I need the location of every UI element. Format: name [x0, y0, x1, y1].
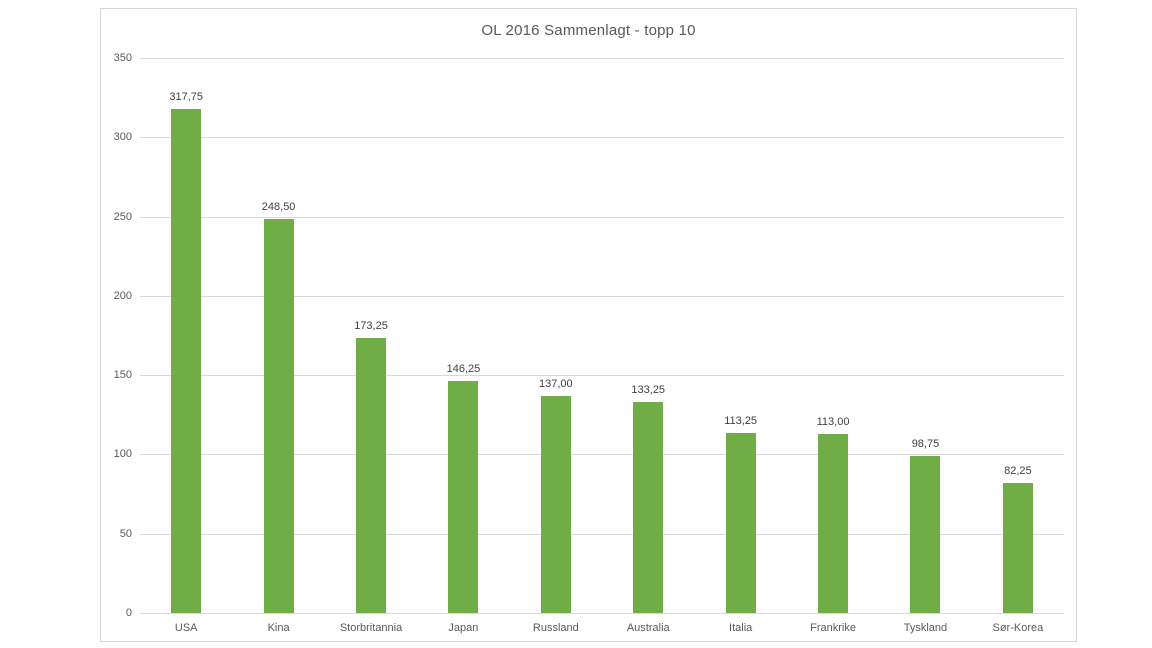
gridline	[140, 137, 1064, 139]
bar-slot: 82,25	[972, 58, 1064, 613]
y-axis-tick-label: 150	[113, 369, 132, 382]
y-axis-tick-label: 300	[113, 131, 132, 144]
y-axis-tick-label: 0	[125, 607, 132, 619]
bar-value-label: 137,00	[539, 377, 573, 390]
gridline	[140, 533, 1064, 535]
plot-area: 0 50 100 150 200 250 300 350 317,75 248,50 173,25 1…	[114, 52, 1064, 634]
bar-value-label: 248,50	[261, 200, 296, 213]
x-axis-category-label: Sør-Korea	[992, 622, 1044, 634]
bar-value-label: 113,00	[816, 415, 850, 428]
bar	[1002, 482, 1033, 613]
bar	[540, 395, 571, 613]
gridline	[140, 454, 1064, 456]
bar-slot: 317,75	[140, 58, 232, 613]
x-axis-category-label: Tyskland	[903, 622, 948, 634]
x-axis-labels: USA Kina Storbritannia Japan Russland Austral…	[140, 622, 1064, 634]
bar-slot: 248,50	[232, 58, 324, 613]
bar	[171, 109, 202, 613]
bar-value-label: 146,25	[446, 363, 481, 376]
bar	[725, 433, 756, 613]
bar-slot: 98,75	[879, 58, 971, 613]
x-axis-category-label: USA	[174, 622, 198, 634]
bar-value-label: 317,75	[169, 91, 204, 104]
x-axis-category-label: Italia	[729, 622, 753, 634]
bar-slot: 113,00	[787, 58, 879, 613]
bar	[448, 381, 479, 613]
bar	[356, 338, 387, 613]
bar-value-label: 173,25	[354, 320, 388, 333]
x-axis-category-label: Frankrike	[810, 622, 856, 634]
bar-slot: 173,25	[325, 58, 417, 613]
gridline	[140, 375, 1064, 377]
x-axis-category-label: Russland	[532, 622, 579, 634]
y-axis-tick-label: 250	[113, 210, 132, 223]
bar-slot: 133,25	[602, 58, 694, 613]
gridline	[140, 613, 1064, 614]
bar-value-label: 98,75	[911, 438, 940, 451]
y-axis-tick-label: 200	[113, 289, 132, 302]
y-axis-tick-label: 350	[113, 52, 132, 64]
bar	[633, 401, 664, 613]
y-axis-tick-label: 100	[113, 448, 132, 461]
bar-slot: 137,00	[510, 58, 602, 613]
y-axis-tick-label: 50	[119, 527, 132, 540]
bar-slot: 146,25	[417, 58, 509, 613]
chart-title: OL 2016 Sammenlagt - topp 10	[481, 22, 696, 39]
bar	[910, 456, 941, 613]
x-axis-category-label: Storbritannia	[339, 622, 403, 634]
chart-card: OL 2016 Sammenlagt - topp 10 0 50 100 150 20…	[100, 8, 1077, 642]
bar-value-label: 133,25	[631, 383, 666, 396]
bar	[818, 433, 849, 613]
bar-value-label: 113,25	[724, 415, 758, 428]
x-axis-category-label: Kina	[267, 622, 290, 634]
gridline	[140, 295, 1064, 297]
x-axis-category-label: Australia	[626, 622, 670, 634]
bar	[263, 218, 294, 613]
bar-value-label: 82,25	[1004, 464, 1032, 477]
bar-slot: 113,25	[694, 58, 786, 613]
gridline	[140, 216, 1064, 218]
gridline	[140, 58, 1064, 59]
x-axis-category-label: Japan	[448, 622, 479, 634]
bars-layer: 317,75 248,50 173,25 146,25 137,00 133,25 113,…	[140, 58, 1064, 613]
